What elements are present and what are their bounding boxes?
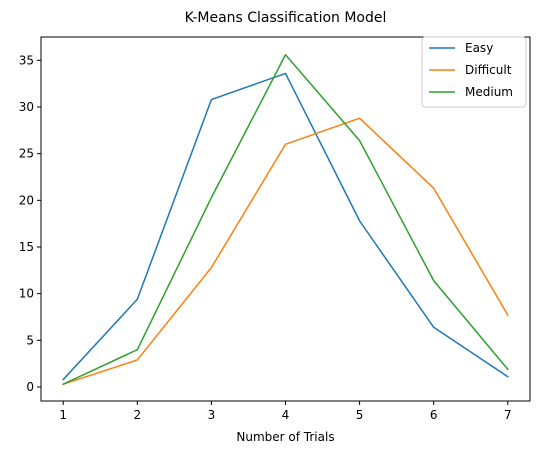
x-tick-label: 1 [59, 408, 67, 422]
series-layer [62, 53, 509, 386]
y-tick-label: 15 [19, 240, 34, 254]
legend-box [421, 36, 527, 108]
y-tick-label: 10 [19, 287, 34, 301]
chart-title: K-Means Classification Model [185, 10, 387, 26]
x-tick-label: 6 [430, 408, 438, 422]
y-tick-label: 5 [26, 333, 34, 347]
y-tick-label: 25 [19, 147, 34, 161]
axes-layer: 1 2 3 4 5 6 7 0 5 10 15 20 25 30 35 [19, 53, 512, 422]
x-axis-title: Number of Trials [236, 430, 334, 444]
legend-label-easy: Easy [465, 41, 493, 55]
legend-label-difficult: Difficult [465, 63, 512, 77]
x-tick-label: 2 [133, 408, 141, 422]
x-tick-label: 7 [504, 408, 512, 422]
x-tick-label: 4 [282, 408, 290, 422]
series-line-easy [62, 72, 509, 381]
y-tick-label: 30 [19, 100, 34, 114]
series-line-medium [62, 53, 509, 386]
x-tick-label: 3 [208, 408, 216, 422]
legend-label-medium: Medium [465, 85, 513, 99]
y-tick-label: 20 [19, 193, 34, 207]
plot-frame [40, 36, 531, 402]
x-tick-label: 5 [356, 408, 364, 422]
legend: Easy Difficult Medium [421, 36, 527, 108]
series-line-difficult [62, 117, 509, 386]
y-tick-label: 0 [26, 380, 34, 394]
y-tick-label: 35 [19, 53, 34, 67]
